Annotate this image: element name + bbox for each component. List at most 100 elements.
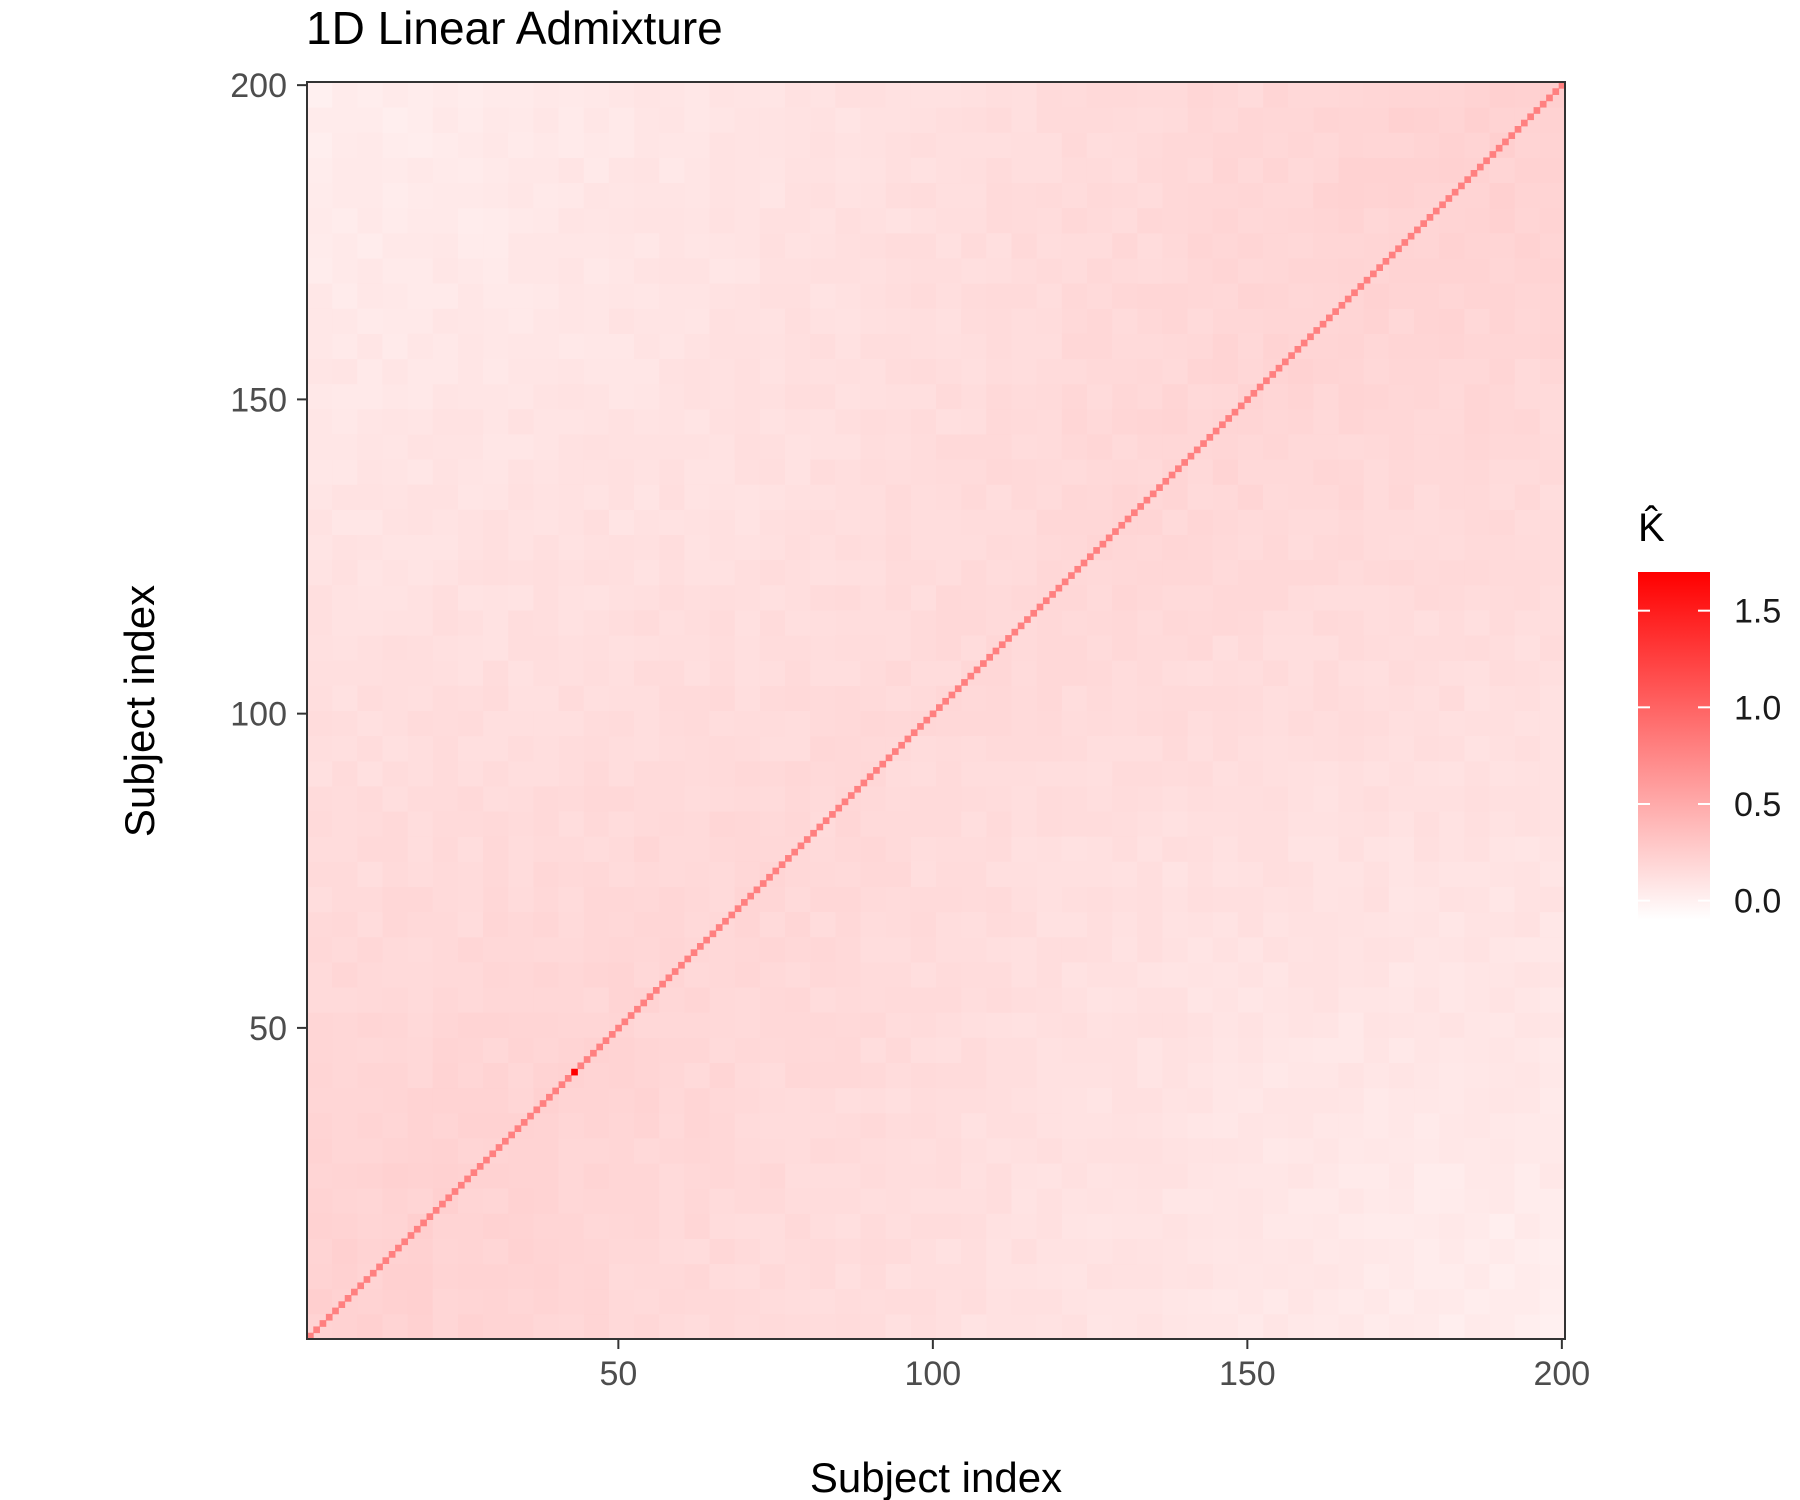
heatmap-cell: [810, 333, 836, 360]
heatmap-cell: [910, 811, 937, 837]
heatmap-cell: [1313, 836, 1340, 862]
heatmap-cell: [684, 1062, 711, 1089]
heatmap-cell: [961, 82, 987, 108]
heatmap-cell: [986, 685, 1012, 711]
heatmap-cell: [709, 1137, 736, 1164]
heatmap-cell: [1187, 936, 1214, 963]
heatmap-cell: [810, 358, 836, 385]
heatmap-cell: [332, 283, 358, 309]
heatmap-cell: [1288, 459, 1314, 485]
heatmap-diagonal-cell: [898, 741, 905, 749]
heatmap-cell: [810, 1037, 836, 1063]
heatmap-cell: [1036, 559, 1063, 586]
heatmap-cell: [1439, 609, 1465, 636]
heatmap-cell: [1414, 232, 1440, 259]
heatmap-cell: [608, 333, 635, 360]
heatmap-cell: [1489, 861, 1516, 887]
heatmap-cell: [810, 107, 836, 133]
heatmap-cell: [1036, 534, 1063, 561]
heatmap-diagonal-cell: [885, 754, 893, 762]
heatmap-cell: [634, 1263, 660, 1290]
heatmap-cell: [1137, 1238, 1163, 1265]
heatmap-cell: [785, 1087, 811, 1114]
heatmap-cell: [1263, 1012, 1289, 1038]
heatmap-cell: [1288, 308, 1314, 334]
heatmap-cell: [734, 1012, 761, 1038]
heatmap-diagonal-cell: [1055, 584, 1063, 592]
heatmap-cell: [986, 1188, 1012, 1214]
heatmap-diagonal-cell: [678, 961, 685, 969]
heatmap-cell: [1363, 911, 1390, 938]
heatmap-cell: [483, 1037, 509, 1063]
heatmap-diagonal-cell: [640, 999, 648, 1007]
heatmap-cell: [608, 82, 635, 108]
heatmap-cell: [1489, 609, 1516, 636]
heatmap-cell: [936, 82, 962, 108]
heatmap-cell: [1187, 1238, 1214, 1265]
heatmap-cell: [810, 1188, 836, 1214]
heatmap-cell: [1061, 207, 1088, 234]
heatmap-cell: [1313, 584, 1340, 611]
heatmap-cell: [936, 257, 962, 284]
heatmap-cell: [860, 383, 887, 410]
heatmap-cell: [432, 283, 459, 309]
heatmap-cell: [407, 534, 434, 561]
heatmap-cell: [508, 308, 534, 334]
heatmap-diagonal-cell: [791, 848, 799, 856]
heatmap-cell: [835, 1037, 862, 1063]
heatmap-cell: [1187, 735, 1214, 762]
heatmap-cell: [1464, 408, 1491, 435]
heatmap-cell: [382, 283, 409, 309]
heatmap-cell: [1011, 660, 1038, 686]
heatmap-cell: [1439, 1112, 1465, 1139]
heatmap-cell: [1237, 207, 1264, 234]
heatmap-diagonal-cell: [420, 1219, 427, 1227]
heatmap-cell: [684, 82, 711, 108]
heatmap-cell: [785, 383, 811, 410]
heatmap-cell: [785, 1012, 811, 1038]
heatmap-diagonal-cell: [1458, 182, 1465, 190]
chart-title: 1D Linear Admixture: [306, 2, 723, 54]
heatmap-cell: [357, 735, 383, 762]
heatmap-cell: [1313, 1087, 1340, 1114]
heatmap-cell: [709, 107, 736, 133]
heatmap-cell: [508, 484, 534, 510]
heatmap-cell: [1011, 987, 1038, 1013]
heatmap-cell: [810, 1163, 836, 1189]
heatmap-cell: [936, 811, 962, 837]
heatmap-cell: [332, 433, 358, 460]
heatmap-cell: [1263, 534, 1289, 561]
heatmap-cell: [1414, 584, 1440, 611]
heatmap-cell: [508, 861, 534, 887]
heatmap-cell: [1514, 433, 1541, 460]
heatmap-cell: [558, 785, 585, 812]
heatmap-cell: [307, 433, 333, 460]
heatmap-cell: [608, 559, 635, 586]
heatmap-cell: [1112, 308, 1138, 334]
heatmap-cell: [860, 710, 887, 737]
heatmap-cell: [810, 911, 836, 938]
heatmap-cell: [1061, 1087, 1088, 1114]
heatmap-cell: [1439, 584, 1465, 611]
heatmap-cell: [885, 1037, 912, 1063]
heatmap-cell: [508, 987, 534, 1013]
heatmap-cell: [659, 811, 685, 837]
heatmap-cell: [634, 1188, 660, 1214]
heatmap-cell: [533, 685, 560, 711]
heatmap-cell: [483, 1188, 509, 1214]
heatmap-cell: [382, 559, 409, 586]
heatmap-cell: [1162, 433, 1189, 460]
heatmap-diagonal-cell: [1225, 415, 1233, 422]
heatmap-cell: [1086, 936, 1113, 963]
heatmap-cell: [860, 1163, 887, 1189]
heatmap-cell: [357, 257, 383, 284]
heatmap-cell: [1338, 1213, 1365, 1239]
heatmap-cell: [1187, 157, 1214, 184]
heatmap-cell: [659, 1238, 685, 1265]
heatmap-cell: [785, 987, 811, 1013]
heatmap-cell: [910, 1188, 937, 1214]
heatmap-cell: [583, 408, 610, 435]
heatmap-diagonal-cell: [1162, 477, 1170, 485]
heatmap-cell: [1137, 1062, 1163, 1089]
heatmap-cell: [457, 107, 484, 133]
